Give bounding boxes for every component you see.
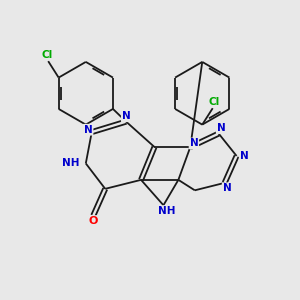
Text: N: N	[223, 183, 231, 193]
Text: N: N	[84, 125, 93, 135]
Text: N: N	[217, 123, 225, 133]
Text: O: O	[88, 216, 98, 226]
Text: N: N	[190, 138, 198, 148]
Text: N: N	[240, 151, 248, 161]
Text: Cl: Cl	[41, 50, 52, 60]
Text: Cl: Cl	[208, 97, 220, 106]
Text: N: N	[122, 111, 130, 121]
Text: NH: NH	[158, 206, 175, 216]
Text: NH: NH	[62, 158, 79, 168]
